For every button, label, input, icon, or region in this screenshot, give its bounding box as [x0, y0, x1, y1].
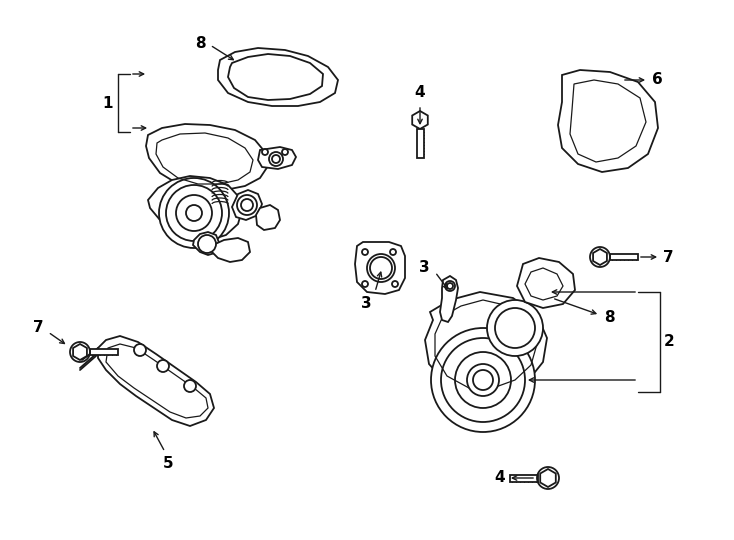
- Circle shape: [390, 249, 396, 255]
- Circle shape: [134, 344, 146, 356]
- Circle shape: [272, 155, 280, 163]
- Polygon shape: [98, 336, 214, 426]
- Polygon shape: [355, 242, 405, 294]
- Polygon shape: [593, 249, 607, 265]
- Polygon shape: [517, 258, 575, 308]
- Polygon shape: [413, 111, 428, 129]
- Circle shape: [392, 281, 398, 287]
- Polygon shape: [610, 254, 638, 260]
- Text: 1: 1: [103, 96, 113, 111]
- Polygon shape: [256, 205, 280, 230]
- Circle shape: [362, 281, 368, 287]
- Polygon shape: [540, 469, 556, 487]
- Circle shape: [186, 205, 202, 221]
- Polygon shape: [558, 70, 658, 172]
- Polygon shape: [425, 292, 547, 394]
- Circle shape: [487, 300, 543, 356]
- Polygon shape: [146, 124, 268, 190]
- Text: 8: 8: [604, 310, 614, 326]
- Polygon shape: [73, 344, 87, 360]
- Circle shape: [431, 328, 535, 432]
- Circle shape: [159, 178, 229, 248]
- Text: 4: 4: [415, 85, 425, 100]
- Text: 5: 5: [163, 456, 173, 471]
- Circle shape: [467, 364, 499, 396]
- Polygon shape: [90, 349, 118, 355]
- Text: 3: 3: [361, 296, 372, 311]
- Circle shape: [362, 249, 368, 255]
- Polygon shape: [193, 232, 220, 255]
- Circle shape: [282, 149, 288, 155]
- Text: 6: 6: [652, 72, 663, 87]
- Text: 7: 7: [663, 249, 674, 265]
- Polygon shape: [510, 475, 538, 482]
- Circle shape: [262, 149, 268, 155]
- Text: 4: 4: [495, 470, 505, 485]
- Circle shape: [157, 360, 169, 372]
- Circle shape: [198, 235, 216, 253]
- Text: 3: 3: [419, 260, 430, 275]
- Circle shape: [367, 254, 395, 282]
- Polygon shape: [258, 147, 296, 169]
- Polygon shape: [218, 48, 338, 106]
- Text: 2: 2: [664, 334, 675, 349]
- Polygon shape: [210, 238, 250, 262]
- Circle shape: [445, 281, 455, 291]
- Text: 8: 8: [195, 36, 206, 51]
- Polygon shape: [148, 176, 242, 240]
- Polygon shape: [416, 129, 424, 158]
- Polygon shape: [440, 276, 458, 322]
- Text: 7: 7: [33, 321, 44, 335]
- Circle shape: [237, 195, 257, 215]
- Circle shape: [269, 152, 283, 166]
- Circle shape: [184, 380, 196, 392]
- Polygon shape: [232, 190, 262, 220]
